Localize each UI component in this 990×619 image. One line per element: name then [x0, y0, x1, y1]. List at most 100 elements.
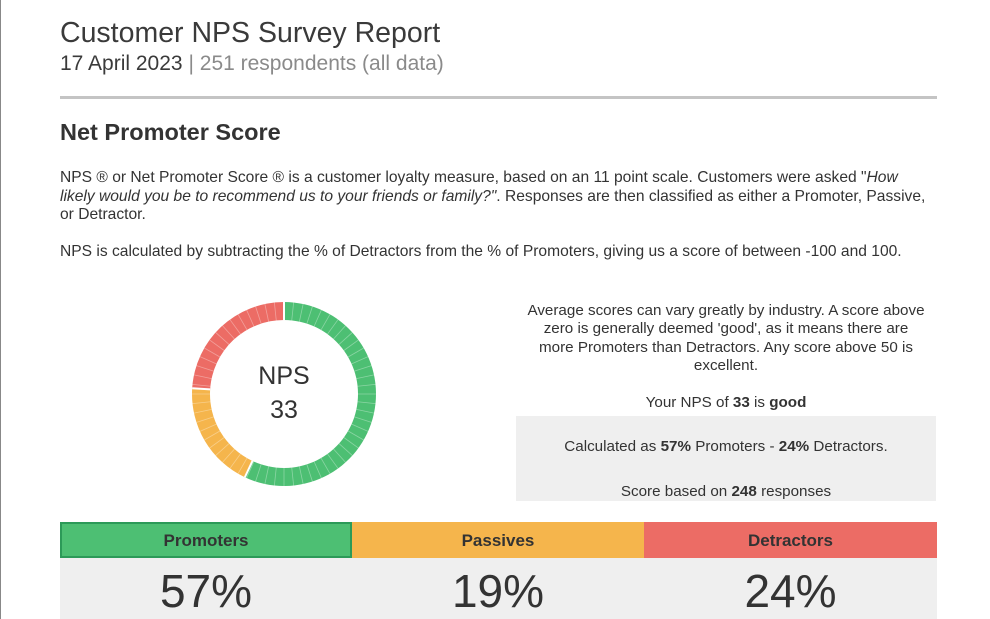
calc-prefix: Calculated as — [564, 438, 657, 455]
gauge-tick — [354, 416, 372, 423]
gauge-tick — [298, 466, 304, 485]
gauge-segment-boundary — [243, 460, 254, 478]
report-subtitle: 17 April 2023 | 251 respondents (all dat… — [60, 52, 444, 76]
gauge-tick — [192, 383, 211, 387]
gauge-tick — [357, 383, 376, 387]
gauge-tick — [347, 430, 364, 441]
gauge-tick — [273, 302, 277, 321]
your-nps-statement: Your NPS of 33 is good — [516, 394, 936, 411]
based-suffix: responses — [761, 483, 832, 500]
gauge-tick — [327, 319, 339, 335]
survey-question: How likely would you be to recommend us … — [60, 169, 898, 205]
gauge-tick — [333, 448, 346, 463]
gauge-segment-promoters — [244, 302, 376, 486]
nps-gauge: NPS 33 — [191, 301, 377, 487]
gauge-tick — [298, 303, 304, 322]
gauge-tick — [291, 302, 295, 321]
gauge-tick — [255, 464, 262, 482]
gauge-tick — [193, 374, 212, 380]
calculation-line: Calculated as 57% Promoters - 24% Detrac… — [516, 438, 936, 455]
industry-average-note: Average scores can vary greatly by indus… — [527, 302, 925, 375]
respondents-count: 251 respondents (all data) — [199, 52, 444, 75]
report-date: 17 April 2023 — [60, 52, 183, 75]
gauge-tick — [193, 408, 212, 414]
gauge-tick — [255, 306, 262, 324]
subtitle-separator: | — [188, 52, 194, 75]
nps-donut-chart — [192, 302, 376, 486]
gauge-tick — [320, 457, 331, 474]
section-title: Net Promoter Score — [60, 119, 281, 145]
gauge-tick — [209, 437, 225, 449]
detractors-header: Detractors — [644, 522, 937, 558]
gauge-tick — [222, 448, 235, 463]
gauge-tick — [237, 314, 248, 331]
gauge-tick — [306, 306, 313, 324]
gauge-tick — [204, 347, 221, 358]
based-count: 248 — [731, 483, 757, 500]
gauge-segment-boundary — [192, 387, 211, 391]
gauge-tick — [222, 325, 235, 340]
gauge-tick — [320, 314, 331, 331]
calculation-box: Calculated as 57% Promoters - 24% Detrac… — [516, 416, 936, 501]
description-text: NPS ® or Net Promoter Score ® is a custo… — [60, 169, 867, 186]
gauge-tick — [351, 356, 369, 365]
gauge-tick — [333, 325, 346, 340]
detractors-value: 24% — [744, 565, 837, 617]
gauge-tick — [273, 467, 277, 486]
promoters-value: 57% — [159, 565, 253, 617]
gauge-tick — [215, 332, 230, 345]
response-count-line: Score based on 248 responses — [516, 483, 936, 500]
gauge-tick — [291, 467, 295, 486]
gauge-tick — [356, 408, 375, 414]
nps-calculation-description: NPS is calculated by subtracting the % o… — [60, 243, 902, 260]
gauge-segment-passives — [192, 388, 253, 478]
passives-card: Passives 19% — [352, 522, 644, 619]
gauge-tick — [196, 416, 214, 423]
gauge-tick — [343, 437, 359, 449]
passives-header: Passives — [352, 522, 644, 558]
calc-detractors-label: Detractors. — [813, 438, 888, 455]
gauge-segment-detractors — [192, 302, 284, 390]
your-nps-mid: is — [754, 394, 766, 411]
calc-promoters-pct: 57% — [660, 438, 691, 455]
promoters-card: Promoters 57% — [60, 522, 352, 619]
header-divider — [60, 96, 937, 99]
your-nps-value: 33 — [732, 394, 750, 411]
gauge-tick — [351, 423, 369, 432]
gauge-tick — [306, 464, 313, 482]
gauge-tick — [327, 453, 339, 469]
gauge-tick — [209, 339, 225, 351]
calc-detractors-pct: 24% — [778, 438, 810, 455]
category-breakdown: Promoters 57% Passives 19% Detractors 24… — [60, 522, 937, 619]
passives-value: 19% — [451, 565, 545, 617]
nps-description: NPS ® or Net Promoter Score ® is a custo… — [60, 169, 930, 225]
gauge-tick — [356, 374, 375, 380]
your-nps-rating: good — [769, 394, 807, 411]
gauge-tick — [204, 430, 221, 441]
gauge-tick — [347, 347, 364, 358]
based-prefix: Score based on — [620, 483, 728, 500]
gauge-tick — [313, 461, 322, 479]
description-text-end: . Responses are then classified as eithe… — [60, 187, 926, 224]
your-nps-prefix: Your NPS of — [645, 394, 729, 411]
gauge-tick — [338, 332, 353, 345]
detractors-card: Detractors 24% — [644, 522, 937, 619]
gauge-tick — [229, 453, 241, 469]
gauge-tick — [199, 356, 217, 365]
calc-promoters-label: Promoters - — [695, 438, 775, 455]
gauge-tick — [354, 365, 372, 372]
gauge-tick — [246, 461, 255, 479]
gauge-tick — [229, 319, 241, 335]
report-title: Customer NPS Survey Report — [60, 17, 441, 49]
gauge-tick — [343, 339, 359, 351]
gauge-tick — [192, 401, 211, 405]
gauge-value: 33 — [270, 396, 298, 424]
gauge-tick — [313, 309, 322, 327]
gauge-tick — [338, 443, 353, 456]
gauge-tick — [264, 303, 270, 322]
gauge-tick — [264, 466, 270, 485]
promoters-header: Promoters — [60, 522, 352, 558]
gauge-tick — [199, 423, 217, 432]
gauge-tick — [196, 365, 214, 372]
gauge-tick — [215, 443, 230, 456]
